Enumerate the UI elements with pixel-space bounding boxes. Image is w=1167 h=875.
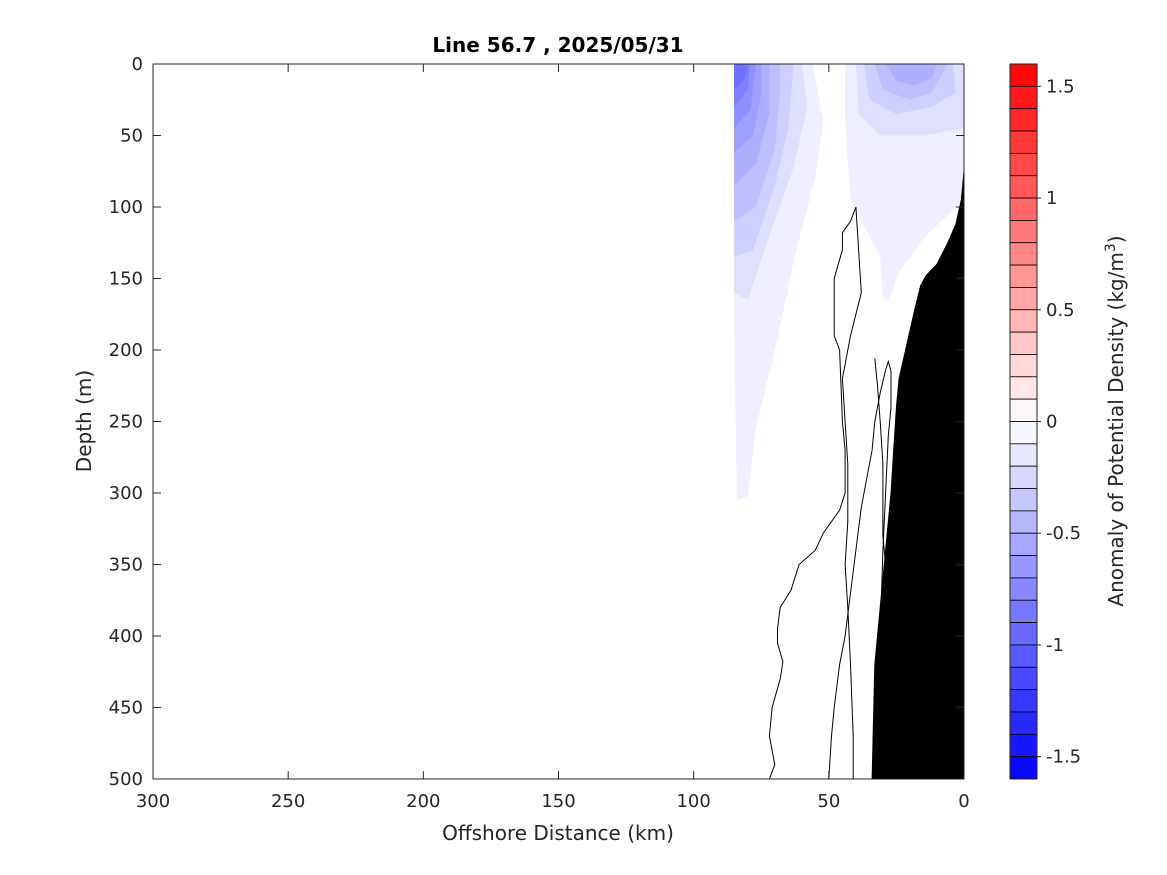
anomaly-fills	[734, 64, 964, 501]
colorbar-level	[1009, 85, 1038, 110]
contour-line-1	[828, 359, 892, 779]
y-axis-label: Depth (m)	[72, 370, 96, 472]
colorbar-tick-label: -1	[1046, 635, 1064, 656]
colorbar-level	[1009, 175, 1038, 199]
plot-content	[734, 64, 964, 779]
colorbar-level	[1009, 264, 1038, 288]
plot-area	[153, 64, 964, 779]
x-axis-label: Offshore Distance (km)	[442, 821, 674, 845]
colorbar-level	[1009, 398, 1038, 422]
colorbar-level	[1009, 756, 1038, 780]
colorbar-level	[1009, 197, 1038, 221]
y-tick-label: 200	[109, 340, 143, 361]
x-tick-label: 250	[271, 791, 305, 812]
y-tick-label: 450	[109, 698, 143, 719]
contour-line-0	[768, 206, 862, 779]
colorbar-level	[1009, 63, 1038, 87]
anomaly-region-13	[734, 64, 748, 90]
anomaly-region-9	[885, 64, 937, 86]
y-tick-label: 400	[109, 626, 143, 647]
colorbar-label-end: )	[1104, 235, 1128, 243]
y-axis: 0 50 100 150 200 250 300 350 400 450 500	[109, 54, 964, 790]
colorbar-label: Anomaly of Potential Density (kg/m3)	[1103, 235, 1128, 606]
x-tick-label: 150	[541, 791, 575, 812]
x-tick-label: 200	[406, 791, 440, 812]
bathymetry-seafloor	[871, 114, 964, 779]
colorbar-level	[1009, 488, 1038, 512]
colorbar-level	[1009, 331, 1038, 355]
colorbar-tick-label: 0	[1046, 412, 1057, 433]
colorbar-tick-label: 1.5	[1046, 76, 1075, 97]
colorbar-level	[1009, 220, 1038, 244]
colorbar-level	[1009, 376, 1038, 400]
colorbar-tick-label: -1.5	[1046, 747, 1081, 768]
x-tick-label: 300	[136, 791, 170, 812]
colorbar-tick-label: -0.5	[1046, 523, 1081, 544]
colorbar-label-main: Anomaly of Potential Density (kg/m	[1104, 252, 1128, 606]
x-tick-label: 100	[676, 791, 710, 812]
colorbar-level	[1009, 577, 1038, 601]
y-tick-label: 150	[109, 269, 143, 290]
colorbar-level	[1009, 421, 1038, 445]
y-tick-label: 300	[109, 483, 143, 504]
colorbar-level	[1009, 689, 1038, 713]
colorbar-level	[1009, 152, 1038, 177]
y-tick-label: 500	[109, 769, 143, 790]
chart-title: Line 56.7 , 2025/05/31	[432, 33, 683, 57]
colorbar-label-superscript: 3	[1103, 243, 1119, 252]
colorbar-level	[1009, 443, 1038, 467]
x-tick-label: 50	[817, 791, 840, 812]
colorbar-level	[1009, 644, 1038, 668]
y-tick-label: 50	[120, 126, 143, 147]
y-tick-label: 0	[132, 54, 143, 75]
colorbar-level	[1009, 354, 1038, 378]
colorbar-level	[1009, 465, 1038, 489]
colorbar-tick-label: 0.5	[1046, 300, 1075, 321]
y-tick-label: 350	[109, 555, 143, 576]
colorbar-level	[1009, 733, 1038, 758]
colorbar-level	[1009, 622, 1038, 646]
colorbar-level	[1009, 711, 1038, 735]
colorbar: 1.5 1 0.5 0 -0.5 -1 -1.5	[1009, 63, 1081, 780]
bathymetry-layer	[871, 114, 964, 779]
colorbar-level	[1009, 309, 1038, 333]
colorbar-level	[1009, 555, 1038, 579]
colorbar-level	[1009, 532, 1038, 556]
colorbar-tick-label: 1	[1046, 188, 1057, 209]
colorbar-level	[1009, 510, 1038, 534]
x-axis: 300 250 200 150 100 50 0	[136, 64, 970, 812]
colorbar-level	[1009, 287, 1038, 311]
colorbar-level	[1009, 666, 1038, 691]
x-tick-label: 0	[958, 791, 969, 812]
y-tick-label: 100	[109, 197, 143, 218]
colorbar-level	[1009, 108, 1038, 132]
y-tick-label: 250	[109, 412, 143, 433]
colorbar-level	[1009, 599, 1038, 623]
colorbar-level	[1009, 242, 1038, 266]
colorbar-level	[1009, 130, 1038, 154]
